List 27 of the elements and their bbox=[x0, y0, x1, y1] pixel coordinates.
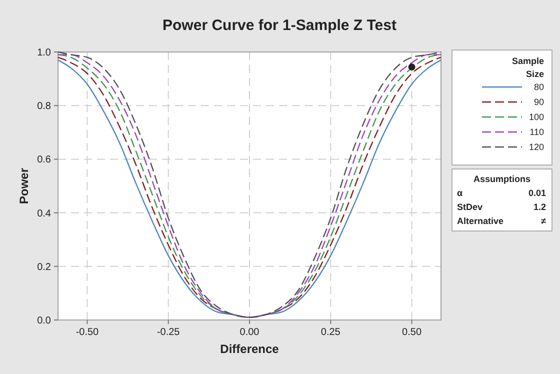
y-tick-label: 1.0 bbox=[37, 48, 52, 58]
x-tick-label: -0.25 bbox=[156, 327, 180, 338]
text: Assumptions bbox=[473, 174, 531, 184]
legend-label: 80 bbox=[534, 82, 544, 92]
text: StDev bbox=[457, 202, 483, 212]
legend-label: 110 bbox=[530, 127, 544, 137]
text: ≠ bbox=[541, 216, 546, 226]
text: 1.2 bbox=[533, 202, 546, 212]
x-axis-title: Difference bbox=[220, 342, 280, 356]
text: 0.01 bbox=[528, 188, 546, 198]
y-tick-label: 0.6 bbox=[37, 154, 52, 166]
legend-label: 90 bbox=[534, 97, 544, 107]
y-axis-title: Power bbox=[17, 168, 31, 204]
y-tick-label: 0.4 bbox=[37, 208, 52, 220]
legend-label: 100 bbox=[528, 112, 544, 122]
legend-label: 120 bbox=[528, 142, 544, 152]
legend-title: Sample Size bbox=[512, 56, 544, 79]
text: Alternative bbox=[457, 216, 504, 226]
chart-title: Power Curve for 1-Sample Z Test bbox=[162, 17, 396, 34]
x-tick-label: 0.50 bbox=[402, 327, 422, 338]
text: α bbox=[457, 188, 463, 198]
y-tick-label: 0.0 bbox=[37, 316, 52, 326]
y-tick-label: 0.8 bbox=[37, 101, 52, 112]
x-tick-label: -0.50 bbox=[76, 327, 100, 338]
x-tick-label: 0.25 bbox=[320, 327, 341, 338]
x-tick-label: 0.00 bbox=[240, 327, 260, 338]
y-tick-label: 0.2 bbox=[37, 262, 52, 273]
